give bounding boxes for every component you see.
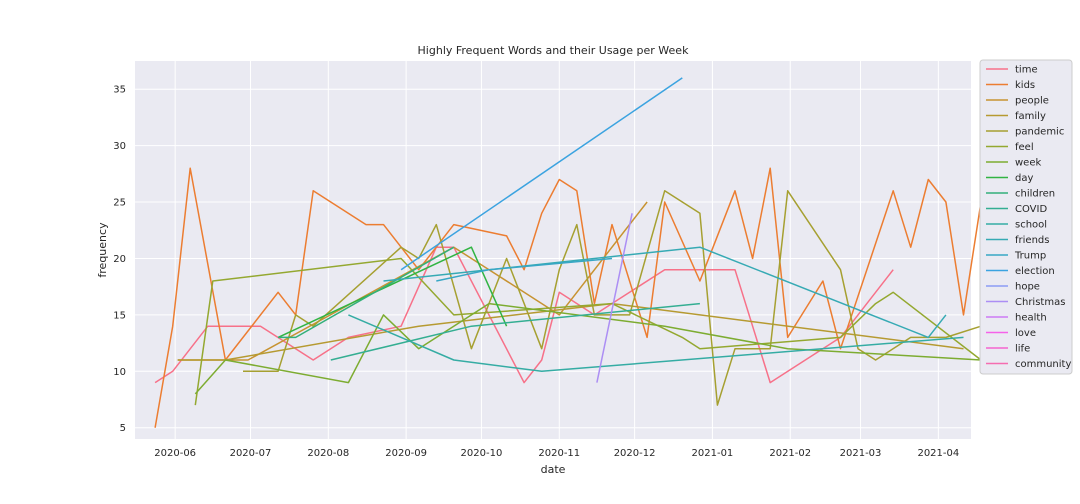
legend: time kids people family pandemic feel week day c…: [979, 59, 1073, 375]
x-tick-label: 2020-10: [461, 448, 503, 459]
legend-label: children: [1015, 189, 1055, 200]
y-tick-label: 15: [113, 310, 126, 321]
legend-label: Christmas: [1015, 297, 1065, 308]
legend-item-children: children: [986, 189, 1055, 200]
y-tick-label: 35: [113, 85, 126, 96]
legend-label: day: [1015, 173, 1033, 184]
x-tick-labels: 2020-06 2020-07 2020-08 2020-09 2020-10 2020-…: [154, 448, 959, 459]
series-line-day: [277, 246, 508, 339]
legend-item-christmas: Christmas: [986, 297, 1065, 308]
legend-label: community: [1015, 359, 1071, 370]
legend-item-community: community: [986, 359, 1071, 370]
x-tick-label: 2020-11: [538, 448, 580, 459]
y-tick-label: 5: [120, 423, 126, 434]
legend-label: Trump: [1014, 251, 1046, 262]
legend-item-family: family: [986, 111, 1046, 122]
legend-label: week: [1015, 158, 1041, 169]
legend-label: election: [1015, 266, 1055, 277]
series-line-christmas: [596, 213, 633, 383]
legend-label: friends: [1015, 235, 1049, 246]
legend-label: people: [1015, 96, 1049, 107]
y-tick-label: 10: [113, 367, 126, 378]
y-tick-label: 25: [113, 198, 126, 209]
x-tick-label: 2021-01: [692, 448, 734, 459]
legend-item-life: life: [986, 344, 1030, 355]
series-line-covid: [330, 302, 700, 361]
series-line-friends: [383, 246, 947, 339]
legend-label: kids: [1015, 80, 1035, 91]
legend-item-kids: kids: [986, 80, 1035, 91]
legend-item-time: time: [986, 65, 1038, 76]
series-lines: [154, 77, 982, 428]
legend-item-health: health: [986, 313, 1047, 324]
legend-item-people: people: [986, 96, 1049, 107]
series-line-week: [194, 302, 982, 395]
legend-item-week: week: [986, 158, 1041, 169]
legend-item-friends: friends: [986, 235, 1049, 246]
legend-item-school: school: [986, 220, 1047, 231]
legend-item-election: election: [986, 266, 1055, 277]
legend-item-trump: Trump: [986, 251, 1046, 262]
legend-item-day: day: [986, 173, 1033, 184]
chart-title: Highly Frequent Words and their Usage pe…: [418, 44, 690, 57]
legend-label: time: [1015, 65, 1038, 76]
x-tick-label: 2020-12: [614, 448, 656, 459]
legend-label: love: [1015, 328, 1036, 339]
series-line-family: [177, 302, 964, 361]
x-axis-title: date: [541, 463, 566, 476]
legend-item-feel: feel: [986, 142, 1034, 153]
plot-background: [135, 61, 971, 439]
legend-label: hope: [1015, 282, 1040, 293]
y-tick-label: 20: [113, 254, 126, 265]
legend-item-love: love: [986, 328, 1036, 339]
series-line-time: [154, 246, 894, 384]
legend-label: pandemic: [1015, 127, 1064, 138]
series-line-people: [177, 201, 648, 361]
legend-label: health: [1015, 313, 1047, 324]
legend-label: family: [1015, 111, 1046, 122]
y-tick-labels: 5 10 15 20 25 30 35: [113, 85, 126, 435]
y-axis-title: frequency: [96, 222, 109, 278]
legend-label: school: [1015, 220, 1047, 231]
legend-label: COVID: [1015, 204, 1047, 215]
series-line-feel: [194, 257, 982, 406]
x-tick-label: 2020-07: [230, 448, 272, 459]
series-line-school: [348, 314, 964, 373]
legend-label: life: [1015, 344, 1030, 355]
x-tick-label: 2020-06: [154, 448, 196, 459]
legend-item-pandemic: pandemic: [986, 127, 1064, 138]
legend-label: feel: [1015, 142, 1034, 153]
series-line-pandemic: [243, 190, 982, 406]
series-line-kids: [154, 167, 982, 428]
x-tick-label: 2021-02: [769, 448, 811, 459]
series-line-children: [278, 246, 455, 339]
y-tick-label: 30: [113, 141, 126, 152]
series-line-trump: [436, 257, 613, 282]
x-tick-label: 2020-09: [385, 448, 427, 459]
legend-item-hope: hope: [986, 282, 1040, 293]
legend-item-covid: COVID: [986, 204, 1047, 215]
x-tick-label: 2021-04: [917, 448, 959, 459]
legend-frame: [979, 59, 1073, 375]
series-line-election: [400, 77, 683, 271]
x-tick-label: 2021-03: [840, 448, 882, 459]
x-tick-label: 2020-08: [307, 448, 349, 459]
